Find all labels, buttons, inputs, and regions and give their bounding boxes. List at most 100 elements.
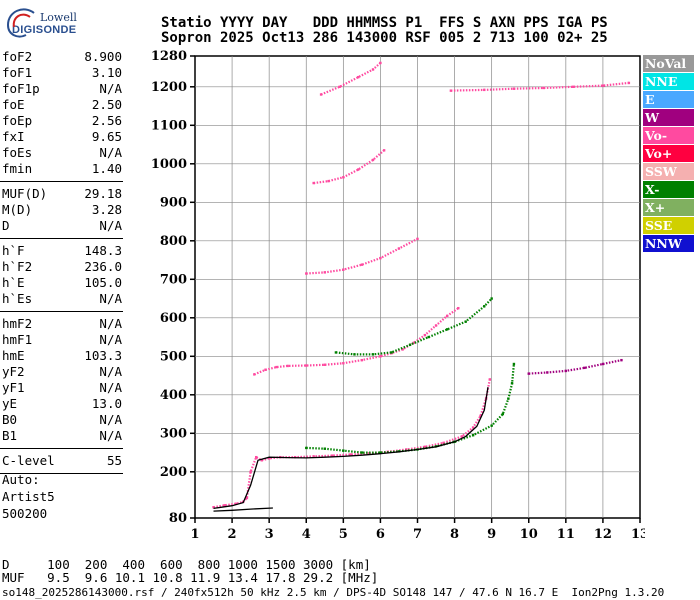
x-tick-label: 4 — [302, 527, 311, 542]
param-label: foEp — [2, 113, 33, 128]
param-label: foEs — [2, 145, 33, 160]
param-row: yF2 N/A — [2, 364, 122, 380]
param-value: N/A — [99, 218, 122, 233]
param-label: h`E — [2, 275, 25, 290]
echo-point — [564, 369, 568, 373]
echo-point — [412, 341, 415, 345]
legend-item: SSE — [643, 217, 694, 234]
echo-point — [442, 441, 445, 445]
param-separator — [0, 473, 123, 474]
header-line-1: Statio YYYY DAY DDD HHMMSS P1 FFS S AXN … — [161, 15, 608, 31]
echo-point — [382, 149, 386, 152]
echo-point — [601, 84, 605, 87]
x-tick-label: 12 — [594, 527, 612, 542]
echo-point — [254, 455, 258, 459]
x-tick-label: 5 — [339, 527, 348, 542]
param-separator — [0, 311, 123, 312]
param-row: M(D) 3.28 — [2, 202, 122, 218]
echo-point — [312, 181, 315, 185]
param-label: h`F2 — [2, 259, 33, 274]
param-separator — [0, 181, 123, 182]
legend-item: E — [643, 91, 694, 108]
echo-point — [483, 88, 486, 92]
param-label: D — [2, 218, 10, 233]
param-row: hmF2 N/A — [2, 316, 122, 332]
echo-point — [305, 446, 308, 450]
x-tick-label: 10 — [520, 527, 538, 542]
param-row: foF1 3.10 — [2, 65, 122, 81]
echo-point — [479, 414, 482, 418]
echo-point — [253, 373, 256, 376]
param-row: B1 N/A — [2, 428, 122, 444]
distance-row: D 100 200 400 600 800 1000 1500 3000 [km… — [2, 557, 371, 572]
y-tick-label: 80 — [169, 511, 187, 526]
echo-point — [427, 335, 430, 339]
param-row: fxI 9.65 — [2, 129, 122, 145]
param-value: 1.40 — [91, 161, 122, 176]
param-value: N/A — [99, 291, 122, 306]
echo-point — [507, 397, 510, 400]
x-tick-label: 8 — [450, 527, 459, 542]
logo-digisonde: DIGISONDE — [12, 24, 77, 36]
y-tick-label: 1000 — [151, 157, 187, 172]
echo-point — [423, 333, 427, 337]
artist-name: Artist5 — [2, 489, 55, 504]
param-row: fmin 1.40 — [2, 161, 122, 177]
echo-point — [356, 168, 360, 171]
param-row: hmF1 N/A — [2, 332, 122, 348]
echo-point — [371, 158, 375, 162]
param-label: M(D) — [2, 202, 33, 217]
echo-point — [260, 459, 263, 462]
y-tick-label: 1280 — [151, 49, 187, 64]
param-value: N/A — [99, 145, 122, 160]
echo-point — [371, 353, 375, 356]
echo-trace — [335, 297, 493, 356]
param-row: D N/A — [2, 218, 122, 234]
param-row: foEs N/A — [2, 145, 122, 161]
legend-item: Vo- — [643, 127, 694, 144]
param-value: 55 — [106, 453, 122, 468]
param-label: B1 — [2, 428, 18, 443]
y-tick-label: 700 — [160, 272, 187, 287]
echo-point — [360, 358, 364, 362]
echo-point — [245, 496, 249, 500]
echo-point — [546, 371, 549, 374]
echo-point — [342, 449, 345, 452]
param-value: N/A — [99, 332, 122, 347]
param-row: foE 2.50 — [2, 97, 122, 113]
param-row: h`E 105.0 — [2, 275, 122, 291]
echo-point — [312, 455, 315, 458]
footer-info: so148_2025286143000.rsf / 240fx512h 50 k… — [2, 586, 665, 599]
param-row: B0 N/A — [2, 412, 122, 428]
x-tick-label: 11 — [557, 527, 575, 542]
echo-point — [542, 86, 545, 90]
echo-point — [267, 457, 271, 460]
muf-row: MUF 9.5 9.6 10.1 10.8 11.9 13.4 17.8 29.… — [2, 570, 379, 585]
param-value: N/A — [99, 412, 122, 427]
echo-point — [490, 424, 493, 427]
param-label: foF1 — [2, 65, 33, 80]
y-tick-label: 1200 — [151, 80, 187, 95]
param-label: hmF2 — [2, 316, 33, 331]
param-label: yF2 — [2, 364, 25, 379]
param-row: foF1p N/A — [2, 81, 122, 97]
param-value: 3.28 — [91, 202, 122, 217]
param-separator — [0, 238, 123, 239]
echo-point — [349, 453, 352, 456]
echo-point — [445, 314, 449, 318]
param-value: 2.56 — [91, 113, 122, 128]
logo-lowell: Lowell — [40, 11, 77, 24]
y-tick-label: 800 — [160, 234, 187, 249]
param-value: N/A — [99, 81, 122, 96]
param-label: fmin — [2, 161, 33, 176]
echo-point — [223, 504, 226, 507]
y-tick-label: 300 — [160, 426, 187, 441]
echo-point — [286, 364, 289, 368]
echo-point — [319, 93, 323, 96]
echo-point — [323, 363, 326, 366]
echo-trace — [528, 359, 622, 375]
y-tick-label: 600 — [160, 311, 187, 326]
legend-item: Vo+ — [643, 145, 694, 162]
echo-point — [342, 362, 345, 365]
echo-point — [334, 351, 338, 354]
